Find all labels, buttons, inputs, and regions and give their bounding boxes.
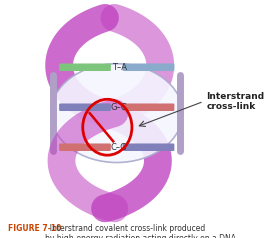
Text: G–C: G–C — [111, 103, 128, 112]
FancyBboxPatch shape — [59, 104, 111, 111]
FancyBboxPatch shape — [59, 64, 111, 71]
FancyBboxPatch shape — [123, 104, 174, 111]
Text: Interstrand covalent cross-link produced
by high-energy radiation acting directl: Interstrand covalent cross-link produced… — [45, 224, 236, 238]
FancyBboxPatch shape — [59, 144, 111, 151]
Text: C–G: C–G — [111, 143, 128, 152]
Text: FIGURE 7-10: FIGURE 7-10 — [8, 224, 62, 233]
FancyBboxPatch shape — [123, 64, 174, 71]
FancyBboxPatch shape — [123, 144, 174, 151]
Ellipse shape — [51, 64, 183, 163]
Text: T–A: T–A — [112, 63, 127, 72]
Text: Interstrand
cross-link: Interstrand cross-link — [206, 92, 264, 111]
